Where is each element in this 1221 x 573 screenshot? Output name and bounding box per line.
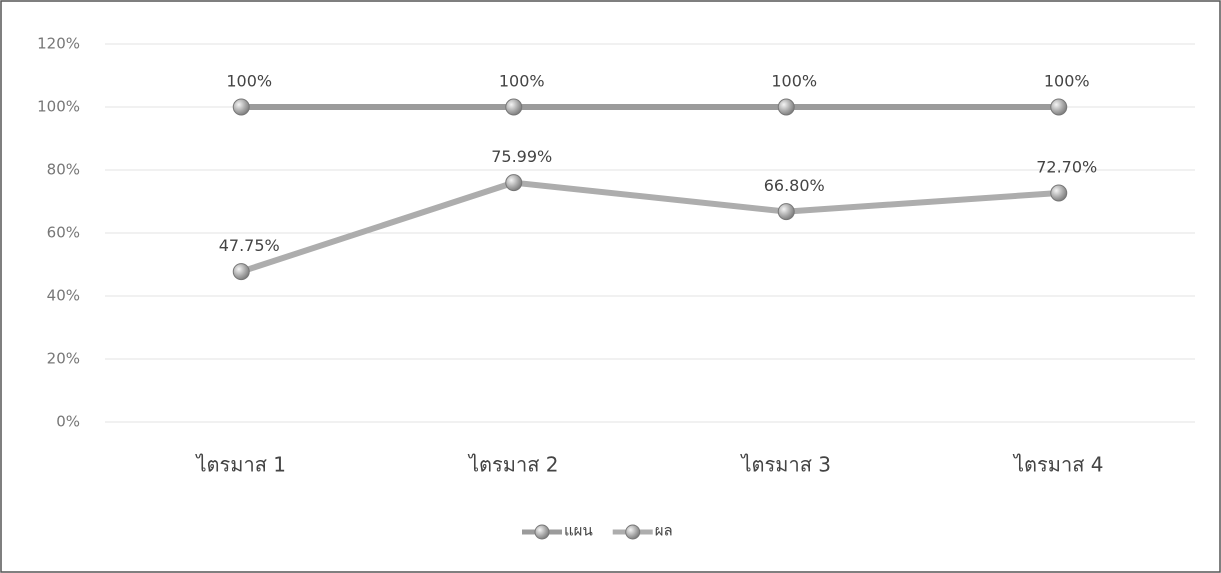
data-label: 100% — [1044, 72, 1090, 91]
data-label: 47.75% — [219, 236, 280, 255]
point — [232, 263, 250, 281]
legend-label: ผล — [655, 522, 673, 540]
legend-label: แผน — [564, 522, 593, 540]
y-tick-label: 40% — [47, 287, 80, 305]
data-label: 100% — [226, 72, 272, 91]
point — [232, 98, 250, 116]
data-label: 100% — [771, 72, 817, 91]
legend-marker — [625, 524, 641, 540]
point — [777, 98, 795, 116]
point — [1050, 98, 1068, 116]
x-tick-label: ไตรมาส 3 — [740, 453, 832, 477]
x-tick-label: ไตรมาส 2 — [467, 453, 559, 477]
point — [777, 203, 795, 221]
y-tick-label: 100% — [37, 98, 80, 116]
point — [1050, 184, 1068, 202]
point — [505, 174, 523, 192]
data-label: 75.99% — [491, 147, 552, 166]
y-tick-label: 0% — [56, 413, 80, 431]
data-label: 66.80% — [764, 176, 825, 195]
y-tick-label: 120% — [37, 35, 80, 53]
x-tick-label: ไตรมาส 1 — [195, 453, 287, 477]
data-label: 72.70% — [1036, 157, 1097, 176]
point — [505, 98, 523, 116]
y-tick-label: 60% — [47, 224, 80, 242]
y-tick-label: 20% — [47, 350, 80, 368]
legend-marker — [534, 524, 550, 540]
y-tick-label: 80% — [47, 161, 80, 179]
data-label: 100% — [499, 72, 545, 91]
x-tick-label: ไตรมาส 4 — [1012, 453, 1104, 477]
series-line — [240, 179, 1059, 275]
